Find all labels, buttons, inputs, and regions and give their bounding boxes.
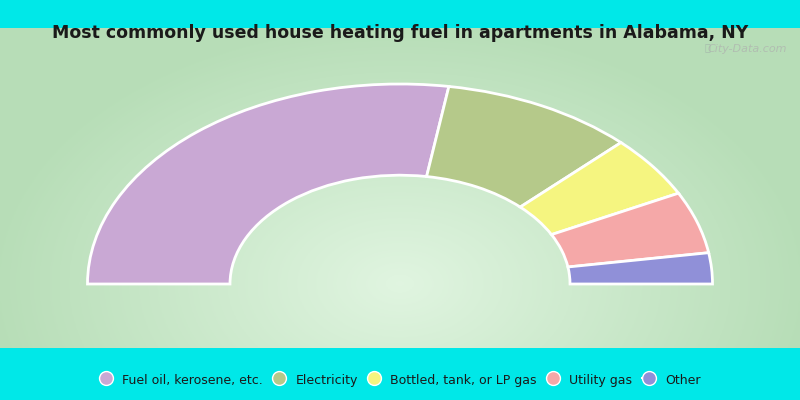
Wedge shape [520, 142, 678, 235]
Legend: Fuel oil, kerosene, etc., Electricity, Bottled, tank, or LP gas, Utility gas, Ot: Fuel oil, kerosene, etc., Electricity, B… [94, 368, 706, 392]
Wedge shape [568, 253, 713, 284]
Text: Most commonly used house heating fuel in apartments in Alabama, NY: Most commonly used house heating fuel in… [52, 24, 748, 42]
Text: ⓘ: ⓘ [704, 42, 710, 52]
Wedge shape [426, 86, 621, 207]
Text: City-Data.com: City-Data.com [708, 44, 787, 54]
Wedge shape [551, 193, 709, 267]
Wedge shape [87, 84, 449, 284]
